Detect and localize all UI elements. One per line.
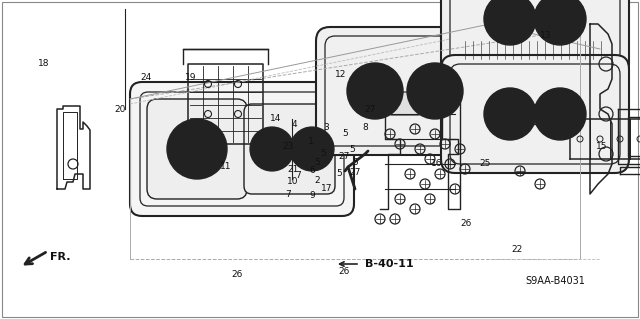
Text: 21: 21 [287, 165, 299, 174]
Circle shape [250, 127, 294, 171]
Text: 5: 5 [343, 130, 348, 138]
Circle shape [534, 88, 586, 140]
Text: 12: 12 [335, 70, 347, 78]
Text: 22: 22 [511, 245, 523, 254]
Circle shape [496, 5, 524, 33]
Circle shape [546, 100, 574, 128]
FancyBboxPatch shape [147, 99, 247, 199]
Text: 14: 14 [269, 114, 281, 123]
Text: 15: 15 [596, 142, 607, 151]
Circle shape [290, 127, 334, 171]
Text: 26: 26 [460, 219, 472, 228]
Text: 10: 10 [287, 177, 299, 186]
Text: 5: 5 [321, 149, 326, 158]
Text: 26: 26 [339, 267, 350, 276]
Text: 19: 19 [185, 73, 196, 82]
Text: 6: 6 [310, 166, 315, 175]
Text: 23: 23 [282, 142, 294, 151]
Circle shape [484, 0, 536, 45]
Text: 13: 13 [540, 31, 551, 40]
Text: 27: 27 [364, 105, 376, 114]
Circle shape [167, 119, 227, 179]
Circle shape [347, 63, 403, 119]
Text: 8: 8 [362, 123, 367, 132]
FancyBboxPatch shape [244, 104, 335, 194]
FancyBboxPatch shape [388, 92, 422, 115]
FancyBboxPatch shape [441, 0, 629, 78]
Text: 5: 5 [349, 145, 355, 154]
Text: 20: 20 [115, 105, 126, 114]
Text: 11: 11 [220, 162, 231, 171]
Text: 7: 7 [295, 171, 300, 180]
Text: FR.: FR. [50, 252, 70, 262]
Circle shape [419, 75, 451, 107]
Circle shape [484, 88, 536, 140]
Circle shape [546, 5, 574, 33]
Text: 27: 27 [349, 168, 361, 177]
Text: 5: 5 [314, 158, 319, 167]
FancyBboxPatch shape [130, 82, 354, 216]
Circle shape [534, 0, 586, 45]
Text: 16: 16 [431, 159, 443, 168]
Text: 3: 3 [324, 123, 329, 132]
Text: 25: 25 [479, 159, 491, 168]
Text: 1: 1 [308, 137, 313, 146]
Text: 7: 7 [285, 190, 291, 199]
Text: 2: 2 [314, 176, 319, 185]
Circle shape [407, 63, 463, 119]
Text: 26: 26 [231, 270, 243, 279]
Text: 5: 5 [353, 158, 358, 167]
Text: 9: 9 [310, 191, 315, 200]
Text: 17: 17 [321, 184, 332, 193]
Text: S9AA-B4031: S9AA-B4031 [525, 276, 585, 286]
Circle shape [359, 75, 391, 107]
Text: 4: 4 [292, 120, 297, 129]
Text: 5: 5 [337, 169, 342, 178]
Text: 24: 24 [140, 73, 152, 82]
FancyBboxPatch shape [316, 27, 494, 155]
Circle shape [496, 100, 524, 128]
Text: 27: 27 [339, 152, 350, 161]
Text: B-40-11: B-40-11 [365, 259, 413, 269]
FancyBboxPatch shape [441, 55, 629, 173]
Circle shape [179, 131, 215, 167]
Text: 18: 18 [38, 59, 49, 68]
